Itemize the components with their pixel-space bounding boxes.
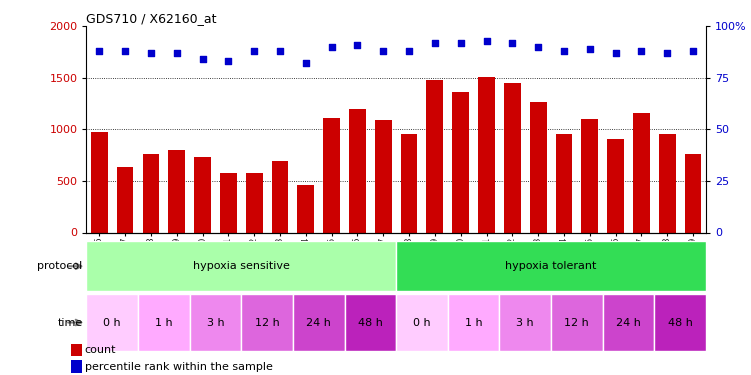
Point [584, 46, 596, 52]
Text: 48 h: 48 h [668, 318, 692, 327]
Bar [659, 134, 676, 232]
Point [610, 50, 622, 56]
Point [558, 48, 570, 54]
Text: protocol: protocol [38, 261, 83, 271]
Point [635, 48, 647, 54]
Text: 0 h: 0 h [413, 318, 431, 327]
Point [222, 58, 234, 64]
Point [300, 60, 312, 66]
Text: 0 h: 0 h [104, 318, 121, 327]
Bar [297, 185, 314, 232]
FancyBboxPatch shape [551, 294, 603, 351]
Point [119, 48, 131, 54]
Point [429, 40, 441, 46]
Bar [685, 154, 701, 232]
Point [274, 48, 286, 54]
Point [248, 48, 260, 54]
FancyBboxPatch shape [241, 294, 293, 351]
Bar [272, 161, 288, 232]
Point [377, 48, 389, 54]
Text: 1 h: 1 h [465, 318, 482, 327]
Bar [504, 83, 520, 232]
Text: hypoxia tolerant: hypoxia tolerant [505, 261, 597, 271]
Bar [427, 80, 443, 232]
Text: 48 h: 48 h [358, 318, 383, 327]
Bar [323, 117, 340, 232]
Point [403, 48, 415, 54]
FancyBboxPatch shape [86, 294, 138, 351]
FancyBboxPatch shape [654, 294, 706, 351]
Bar [478, 77, 495, 232]
Text: 24 h: 24 h [616, 318, 641, 327]
Text: GDS710 / X62160_at: GDS710 / X62160_at [86, 12, 217, 25]
Bar [71, 344, 83, 356]
Point [170, 50, 182, 56]
Text: 3 h: 3 h [517, 318, 534, 327]
Bar [349, 109, 366, 232]
FancyBboxPatch shape [293, 294, 345, 351]
Text: 1 h: 1 h [155, 318, 173, 327]
Point [197, 56, 209, 62]
FancyBboxPatch shape [397, 294, 448, 351]
Point [481, 38, 493, 44]
FancyBboxPatch shape [345, 294, 397, 351]
Text: time: time [57, 318, 83, 327]
Text: 24 h: 24 h [306, 318, 331, 327]
FancyBboxPatch shape [138, 294, 189, 351]
Bar [556, 134, 572, 232]
FancyBboxPatch shape [189, 294, 241, 351]
Bar [246, 172, 263, 232]
Point [454, 40, 466, 46]
Text: 12 h: 12 h [255, 318, 279, 327]
Bar [581, 119, 598, 232]
Bar [452, 92, 469, 232]
Bar [91, 132, 107, 232]
Bar [168, 150, 185, 232]
Text: 12 h: 12 h [565, 318, 590, 327]
Bar [116, 166, 134, 232]
FancyBboxPatch shape [603, 294, 654, 351]
FancyBboxPatch shape [86, 241, 397, 291]
Bar [401, 134, 418, 232]
Point [326, 44, 338, 50]
FancyBboxPatch shape [397, 241, 706, 291]
Bar [375, 120, 391, 232]
Bar [71, 360, 83, 374]
FancyBboxPatch shape [499, 294, 551, 351]
Text: count: count [85, 345, 116, 355]
Point [351, 42, 363, 48]
Point [93, 48, 105, 54]
Point [532, 44, 544, 50]
Bar [633, 113, 650, 232]
Text: 3 h: 3 h [207, 318, 225, 327]
Bar [143, 154, 159, 232]
Bar [220, 173, 237, 232]
FancyBboxPatch shape [448, 294, 499, 351]
Point [687, 48, 699, 54]
Point [145, 50, 157, 56]
Text: hypoxia sensitive: hypoxia sensitive [193, 261, 290, 271]
Bar [529, 102, 547, 232]
Text: percentile rank within the sample: percentile rank within the sample [85, 362, 273, 372]
Point [506, 40, 518, 46]
Bar [608, 139, 624, 232]
Bar [195, 157, 211, 232]
Point [661, 50, 673, 56]
